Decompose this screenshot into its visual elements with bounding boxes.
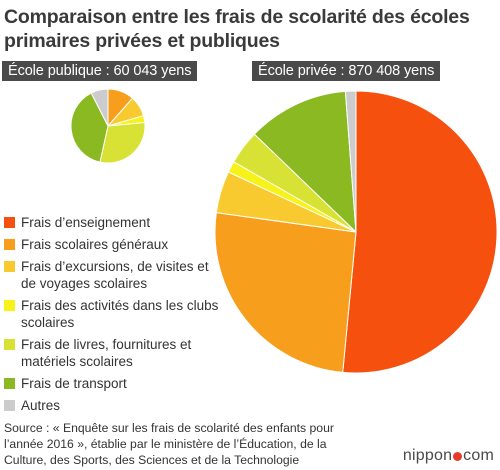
legend-swatch xyxy=(4,217,15,228)
legend-swatch xyxy=(4,339,15,350)
legend-label: Frais de transport xyxy=(21,376,127,391)
legend-label: Frais de livres, fournitures et matériel… xyxy=(21,337,192,369)
legend-item: Frais de transport xyxy=(4,375,219,392)
logo-suffix: com xyxy=(463,447,494,464)
legend-label: Autres xyxy=(21,398,61,413)
legend-item: Frais d’excursions, de visites et de voy… xyxy=(4,258,219,292)
legend-item: Autres xyxy=(4,397,219,414)
title-line-1: Comparaison entre les frais de scolarité… xyxy=(4,6,470,28)
legend-label: Frais d’excursions, de visites et de voy… xyxy=(21,259,209,291)
private-school-label: École privée : 870 408 yens xyxy=(252,61,441,81)
chart-title: Comparaison entre les frais de scolarité… xyxy=(4,5,494,53)
legend-label: Frais des activités dans les clubs scola… xyxy=(21,298,219,330)
nippon-logo: nippon com xyxy=(403,447,494,465)
legend-item: Frais des activités dans les clubs scola… xyxy=(4,297,219,331)
legend-swatch xyxy=(4,400,15,411)
title-line-2: primaires privées et publiques xyxy=(4,30,280,52)
logo-prefix: nippon xyxy=(402,447,453,464)
legend-label: Frais d’enseignement xyxy=(21,215,151,230)
legend-swatch xyxy=(4,261,15,272)
public-school-pie xyxy=(70,88,146,164)
legend-item: Frais d’enseignement xyxy=(4,214,219,231)
legend-swatch xyxy=(4,378,15,389)
pie-slice-other xyxy=(344,90,357,233)
legend-item: Frais de livres, fournitures et matériel… xyxy=(4,336,219,370)
pie-slice-other xyxy=(90,88,109,127)
pie-slice-books xyxy=(99,121,146,164)
pie-slice-general xyxy=(214,212,357,373)
logo-dot xyxy=(453,451,463,461)
legend: Frais d’enseignement Frais scolaires géné… xyxy=(4,214,219,419)
legend-swatch xyxy=(4,239,15,250)
pie-slice-tuition xyxy=(342,90,498,374)
private-school-pie xyxy=(214,90,498,374)
public-school-label: École publique : 60 043 yens xyxy=(2,61,198,81)
source-note: Source : « Enquête sur les frais de scol… xyxy=(4,421,334,467)
legend-swatch xyxy=(4,300,15,311)
pie-slice-transport xyxy=(253,90,357,234)
pie-slice-transport xyxy=(70,92,109,163)
legend-item: Frais scolaires généraux xyxy=(4,236,219,253)
legend-label: Frais scolaires généraux xyxy=(21,237,169,252)
